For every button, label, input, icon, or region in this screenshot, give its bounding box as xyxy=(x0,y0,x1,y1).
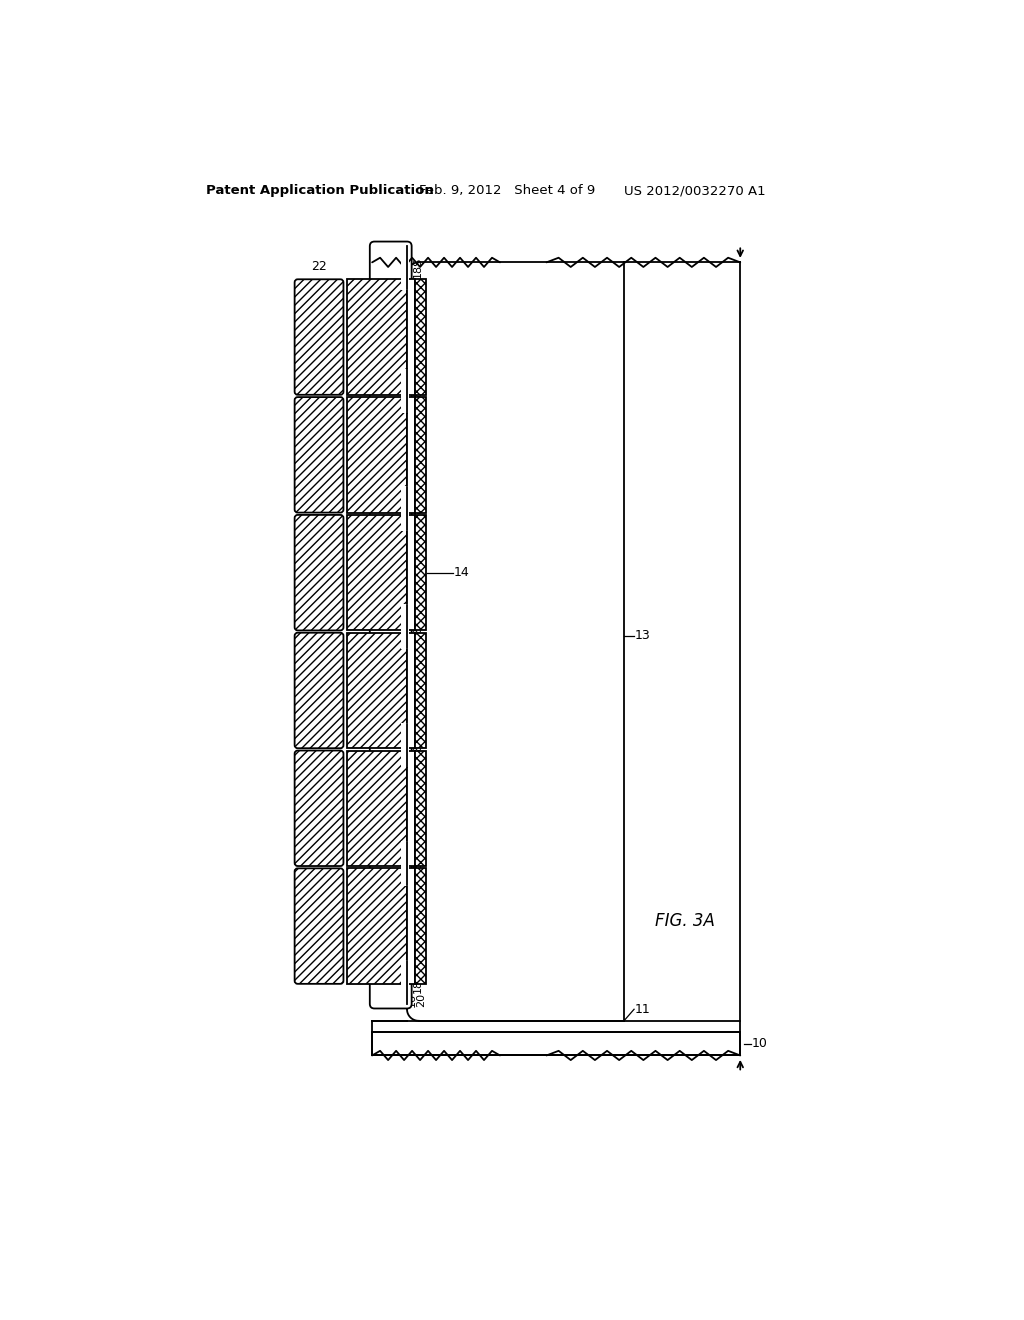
FancyBboxPatch shape xyxy=(370,719,412,771)
FancyBboxPatch shape xyxy=(370,601,412,653)
Text: 21: 21 xyxy=(362,449,379,462)
Text: 21: 21 xyxy=(362,801,379,814)
Text: Feb. 9, 2012   Sheet 4 of 9: Feb. 9, 2012 Sheet 4 of 9 xyxy=(419,185,595,197)
Text: 20: 20 xyxy=(416,521,426,536)
Text: 20: 20 xyxy=(416,758,426,772)
Bar xyxy=(346,869,407,983)
FancyBboxPatch shape xyxy=(295,632,343,748)
Bar xyxy=(400,960,409,1005)
Text: 22: 22 xyxy=(311,731,327,744)
Text: 14: 14 xyxy=(454,566,469,579)
Text: 18S: 18S xyxy=(414,498,423,519)
Bar xyxy=(346,632,407,748)
Text: 22: 22 xyxy=(311,260,327,273)
Text: 20: 20 xyxy=(416,993,426,1007)
Text: 21: 21 xyxy=(362,920,379,933)
Text: 20: 20 xyxy=(416,640,426,653)
FancyBboxPatch shape xyxy=(295,280,343,395)
Bar xyxy=(415,397,426,512)
Text: 22: 22 xyxy=(311,496,327,508)
Text: 22: 22 xyxy=(311,614,327,627)
Bar xyxy=(346,515,407,631)
Text: 18D: 18D xyxy=(414,853,423,875)
Text: 18D: 18D xyxy=(414,615,423,638)
Text: 16: 16 xyxy=(407,640,417,653)
Text: 21: 21 xyxy=(362,684,379,697)
Bar xyxy=(400,368,409,413)
Bar xyxy=(415,869,426,983)
Bar xyxy=(400,487,409,531)
Text: 20: 20 xyxy=(416,875,426,890)
Text: 11: 11 xyxy=(635,1003,650,1016)
Text: 13: 13 xyxy=(635,630,650,643)
Text: 21: 21 xyxy=(362,566,379,579)
Bar xyxy=(400,246,409,290)
Text: 16: 16 xyxy=(407,758,417,771)
Text: 22: 22 xyxy=(311,378,327,391)
Bar xyxy=(415,280,426,395)
Text: FIG. 3A: FIG. 3A xyxy=(655,912,715,929)
Text: 21: 21 xyxy=(362,330,379,343)
Bar xyxy=(407,869,415,983)
Bar xyxy=(415,632,426,748)
Bar xyxy=(400,723,409,767)
FancyBboxPatch shape xyxy=(370,838,412,890)
Text: 18S: 18S xyxy=(414,257,423,279)
Text: 20: 20 xyxy=(416,404,426,418)
Text: Patent Application Publication: Patent Application Publication xyxy=(206,185,433,197)
Bar xyxy=(415,751,426,866)
Bar xyxy=(407,397,415,512)
FancyBboxPatch shape xyxy=(370,956,412,1008)
Text: 18S: 18S xyxy=(414,972,423,993)
Text: 16: 16 xyxy=(407,521,417,536)
Bar xyxy=(407,280,415,395)
Bar xyxy=(372,1032,740,1056)
Bar xyxy=(346,397,407,512)
Bar xyxy=(400,841,409,886)
FancyBboxPatch shape xyxy=(295,751,343,866)
Bar xyxy=(415,515,426,631)
FancyBboxPatch shape xyxy=(370,364,412,417)
FancyBboxPatch shape xyxy=(370,242,412,294)
Bar xyxy=(407,632,415,748)
FancyBboxPatch shape xyxy=(295,397,343,512)
FancyBboxPatch shape xyxy=(295,515,343,631)
Text: 18S: 18S xyxy=(414,734,423,756)
FancyBboxPatch shape xyxy=(370,483,412,535)
Text: 16: 16 xyxy=(407,993,417,1007)
Bar xyxy=(346,751,407,866)
Text: 16: 16 xyxy=(407,875,417,890)
Bar xyxy=(346,280,407,395)
Text: 22: 22 xyxy=(311,849,327,862)
Bar xyxy=(407,515,415,631)
Bar xyxy=(400,605,409,649)
Text: 10: 10 xyxy=(752,1038,768,1051)
Text: US 2012/0032270 A1: US 2012/0032270 A1 xyxy=(624,185,766,197)
Bar xyxy=(407,751,415,866)
Bar xyxy=(407,263,624,1020)
Text: 18D: 18D xyxy=(414,380,423,403)
Text: 16: 16 xyxy=(407,404,417,418)
FancyBboxPatch shape xyxy=(295,869,343,983)
